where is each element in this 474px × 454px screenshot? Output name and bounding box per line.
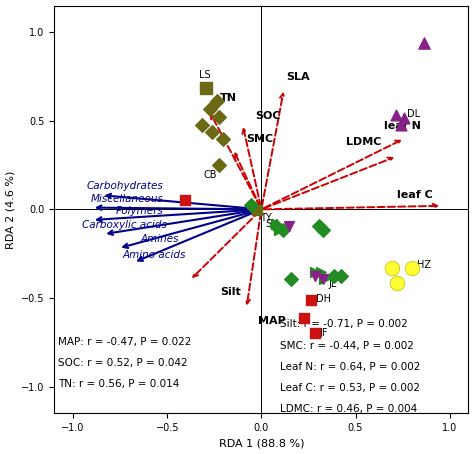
Text: Amino acids: Amino acids xyxy=(123,251,186,261)
Y-axis label: RDA 2 (4.6 %): RDA 2 (4.6 %) xyxy=(6,170,16,248)
Text: Miscellaneous: Miscellaneous xyxy=(91,194,164,204)
Text: SMC: SMC xyxy=(246,134,273,144)
Point xyxy=(215,162,223,169)
Text: Leaf C: r = 0.53, P = 0.002: Leaf C: r = 0.53, P = 0.002 xyxy=(280,383,420,393)
Text: SOC: SOC xyxy=(256,111,281,121)
Point xyxy=(247,201,255,208)
Point xyxy=(315,222,323,230)
Text: DH: DH xyxy=(316,294,331,304)
Text: Carbohydrates: Carbohydrates xyxy=(87,181,164,191)
Text: SMC: r = -0.44, P = 0.002: SMC: r = -0.44, P = 0.002 xyxy=(280,340,414,350)
Point xyxy=(208,128,215,136)
Point xyxy=(213,98,221,105)
Point xyxy=(311,272,319,280)
Point xyxy=(272,221,279,228)
Point xyxy=(279,226,287,233)
Point xyxy=(408,264,416,271)
Point xyxy=(182,196,189,203)
Text: Leaf N: r = 0.64, P = 0.002: Leaf N: r = 0.64, P = 0.002 xyxy=(280,362,420,372)
Text: CB: CB xyxy=(204,170,217,180)
Text: TY: TY xyxy=(260,213,272,223)
Point xyxy=(198,122,206,129)
Point xyxy=(311,330,319,337)
Point xyxy=(317,269,325,276)
Point xyxy=(320,276,328,283)
Text: Carboxylic acids: Carboxylic acids xyxy=(82,220,167,230)
Point xyxy=(420,39,428,46)
Text: LS: LS xyxy=(199,70,211,80)
Point xyxy=(388,264,396,271)
Point xyxy=(287,276,294,283)
Point xyxy=(272,222,279,230)
Point xyxy=(215,114,223,121)
Text: Silt: Silt xyxy=(220,287,241,297)
Point xyxy=(319,226,327,233)
Text: MAP: MAP xyxy=(258,316,285,326)
Text: DL: DL xyxy=(407,109,420,118)
Text: LDMC: r = 0.46, P = 0.004: LDMC: r = 0.46, P = 0.004 xyxy=(280,405,418,415)
Text: JF: JF xyxy=(320,327,328,337)
Point xyxy=(300,315,308,322)
Point xyxy=(397,122,404,129)
Point xyxy=(393,279,401,286)
Text: Polymers: Polymers xyxy=(116,206,164,216)
Point xyxy=(253,207,261,214)
Text: SLA: SLA xyxy=(286,72,310,82)
Text: SOC: r = 0.52, P = 0.042: SOC: r = 0.52, P = 0.042 xyxy=(58,358,188,368)
Point xyxy=(206,106,213,113)
Text: SN: SN xyxy=(265,219,279,229)
Point xyxy=(311,269,319,276)
Point xyxy=(308,296,315,303)
Point xyxy=(219,136,227,143)
Text: LDMC: LDMC xyxy=(346,137,382,148)
Point xyxy=(330,272,337,280)
Point xyxy=(285,222,292,230)
Point xyxy=(319,276,327,283)
Text: Silt: r = -0.71, P = 0.002: Silt: r = -0.71, P = 0.002 xyxy=(280,319,408,329)
Text: TN: TN xyxy=(220,93,237,103)
Text: MAP: r = -0.47, P = 0.022: MAP: r = -0.47, P = 0.022 xyxy=(58,337,191,347)
Text: leaf N: leaf N xyxy=(384,121,420,131)
Point xyxy=(275,226,283,233)
Text: Amines: Amines xyxy=(140,234,179,245)
X-axis label: RDA 1 (88.8 %): RDA 1 (88.8 %) xyxy=(219,439,304,449)
Text: TN: r = 0.56, P = 0.014: TN: r = 0.56, P = 0.014 xyxy=(58,380,180,390)
Point xyxy=(392,112,400,119)
Text: HZ: HZ xyxy=(417,260,431,270)
Text: JL: JL xyxy=(328,279,337,289)
Point xyxy=(202,84,210,92)
Point xyxy=(400,114,407,122)
Text: leaf C: leaf C xyxy=(397,191,433,201)
Point xyxy=(337,272,345,280)
